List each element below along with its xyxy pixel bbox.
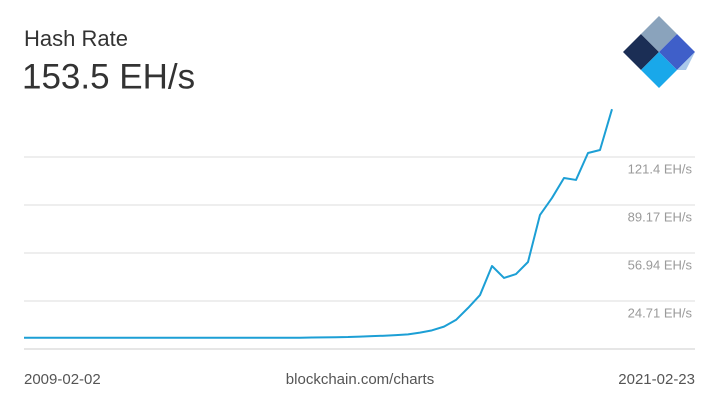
current-value: 153.5 EH/s [22,57,195,96]
y-tick-label: 24.71 EH/s [628,305,693,320]
y-tick-label: 89.17 EH/s [628,209,693,224]
y-tick-label: 56.94 EH/s [628,257,693,272]
x-start-label: 2009-02-02 [24,371,101,388]
source: blockchain.com/charts [286,371,434,388]
chart-title: Hash Rate [24,26,128,51]
hash-rate-line [24,108,613,339]
logo [623,16,695,88]
x-end-label: 2021-02-23 [618,371,695,388]
y-tick-label: 121.4 EH/s [628,161,693,176]
